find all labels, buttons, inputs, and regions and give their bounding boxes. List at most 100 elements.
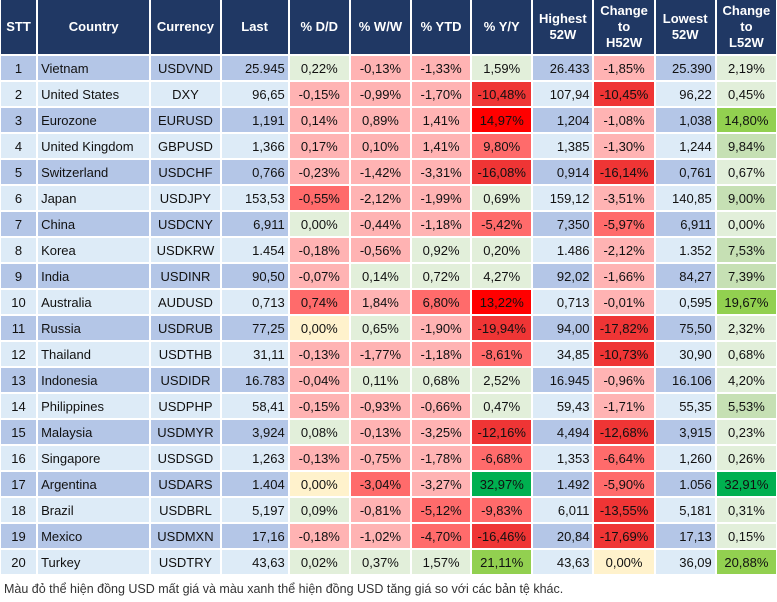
cell-ch: -1,08% [594, 108, 654, 134]
cell-currency: USDPHP [151, 394, 220, 420]
cell-currency: USDKRW [151, 238, 220, 264]
cell-yy: -10,48% [472, 82, 532, 108]
cell-dd: 0,14% [289, 108, 349, 134]
cell-stt: 6 [1, 186, 37, 212]
table-row: 20 Turkey USDTRY 43,63 0,02% 0,37% 1,57% 21,11%… [1, 550, 776, 576]
cell-low: 0,761 [655, 160, 715, 186]
cell-low: 1,038 [655, 108, 715, 134]
cell-dd: 0,74% [289, 290, 349, 316]
cell-country: India [38, 264, 150, 290]
cell-high: 0,914 [533, 160, 593, 186]
cell-cl: 20,88% [716, 550, 776, 576]
cell-ch: -1,71% [594, 394, 654, 420]
cell-last: 90,50 [221, 264, 288, 290]
cell-ytd: -1,18% [412, 342, 471, 368]
cell-country: Japan [38, 186, 150, 212]
cell-ch: -0,01% [594, 290, 654, 316]
cell-stt: 7 [1, 212, 37, 238]
cell-stt: 15 [1, 420, 37, 446]
cell-stt: 1 [1, 56, 37, 82]
cell-yy: -6,68% [472, 446, 532, 472]
cell-high: 16.945 [533, 368, 593, 394]
cell-country: Vietnam [38, 56, 150, 82]
cell-dd: -0,18% [289, 524, 349, 550]
cell-ww: 0,65% [350, 316, 411, 342]
header-currency: Currency [151, 0, 220, 56]
cell-cl: 9,00% [716, 186, 776, 212]
cell-currency: USDTRY [151, 550, 220, 576]
cell-high: 59,43 [533, 394, 593, 420]
cell-ch: -2,12% [594, 238, 654, 264]
cell-last: 31,11 [221, 342, 288, 368]
cell-cl: 2,32% [716, 316, 776, 342]
cell-ch: -10,73% [594, 342, 654, 368]
header-stt: STT [1, 0, 37, 56]
cell-dd: -0,07% [289, 264, 349, 290]
cell-yy: 32,97% [472, 472, 532, 498]
cell-country: Mexico [38, 524, 150, 550]
cell-ww: -0,13% [350, 56, 411, 82]
cell-currency: USDSGD [151, 446, 220, 472]
cell-currency: EURUSD [151, 108, 220, 134]
cell-last: 3,924 [221, 420, 288, 446]
header-low52w: Lowest 52W [655, 0, 715, 56]
cell-ww: -1,02% [350, 524, 411, 550]
table-row: 1 Vietnam USDVND 25.945 0,22% -0,13% -1,33% 1,5… [1, 56, 776, 82]
cell-last: 5,197 [221, 498, 288, 524]
cell-cl: 7,53% [716, 238, 776, 264]
table-row: 12 Thailand USDTHB 31,11 -0,13% -1,77% -1,18% -… [1, 342, 776, 368]
cell-low: 17,13 [655, 524, 715, 550]
table-row: 17 Argentina USDARS 1.404 0,00% -3,04% -3,27% 3… [1, 472, 776, 498]
cell-dd: -0,18% [289, 238, 349, 264]
cell-country: China [38, 212, 150, 238]
cell-dd: 0,02% [289, 550, 349, 576]
cell-stt: 5 [1, 160, 37, 186]
cell-high: 0,713 [533, 290, 593, 316]
cell-currency: USDVND [151, 56, 220, 82]
cell-dd: 0,00% [289, 316, 349, 342]
cell-currency: USDMYR [151, 420, 220, 446]
cell-cl: 0,15% [716, 524, 776, 550]
cell-yy: 4,27% [472, 264, 532, 290]
cell-ytd: -3,27% [412, 472, 471, 498]
table-row: 16 Singapore USDSGD 1,263 -0,13% -0,75% -1,78%… [1, 446, 776, 472]
cell-stt: 17 [1, 472, 37, 498]
cell-last: 1.454 [221, 238, 288, 264]
cell-ytd: -1,33% [412, 56, 471, 82]
cell-cl: 0,23% [716, 420, 776, 446]
cell-stt: 20 [1, 550, 37, 576]
cell-low: 5,181 [655, 498, 715, 524]
table-row: 18 Brazil USDBRL 5,197 0,09% -0,81% -5,12% -9,8… [1, 498, 776, 524]
cell-yy: 0,69% [472, 186, 532, 212]
table-row: 9 India USDINR 90,50 -0,07% 0,14% 0,72% 4,27% 92… [1, 264, 776, 290]
cell-high: 6,011 [533, 498, 593, 524]
cell-dd: -0,23% [289, 160, 349, 186]
cell-last: 25.945 [221, 56, 288, 82]
cell-country: Thailand [38, 342, 150, 368]
cell-cl: 19,67% [716, 290, 776, 316]
cell-ww: 0,10% [350, 134, 411, 160]
header-ytd: % YTD [412, 0, 471, 56]
table-row: 2 United States DXY 96,65 -0,15% -0,99% -1,70%… [1, 82, 776, 108]
cell-high: 20,84 [533, 524, 593, 550]
cell-yy: -19,94% [472, 316, 532, 342]
cell-ytd: -3,25% [412, 420, 471, 446]
cell-ch: -0,96% [594, 368, 654, 394]
cell-ytd: 0,72% [412, 264, 471, 290]
cell-dd: -0,55% [289, 186, 349, 212]
cell-cl: 0,26% [716, 446, 776, 472]
header-change-h52w: Change to H52W [594, 0, 654, 56]
cell-ytd: -3,31% [412, 160, 471, 186]
cell-stt: 13 [1, 368, 37, 394]
cell-dd: 0,22% [289, 56, 349, 82]
cell-stt: 2 [1, 82, 37, 108]
cell-currency: USDIDR [151, 368, 220, 394]
cell-ww: 0,11% [350, 368, 411, 394]
cell-low: 25.390 [655, 56, 715, 82]
cell-ch: -6,64% [594, 446, 654, 472]
cell-currency: USDRUB [151, 316, 220, 342]
cell-ch: 0,00% [594, 550, 654, 576]
table-row: 3 Eurozone EURUSD 1,191 0,14% 0,89% 1,41% 14,97… [1, 108, 776, 134]
cell-high: 1.486 [533, 238, 593, 264]
cell-ww: -0,44% [350, 212, 411, 238]
